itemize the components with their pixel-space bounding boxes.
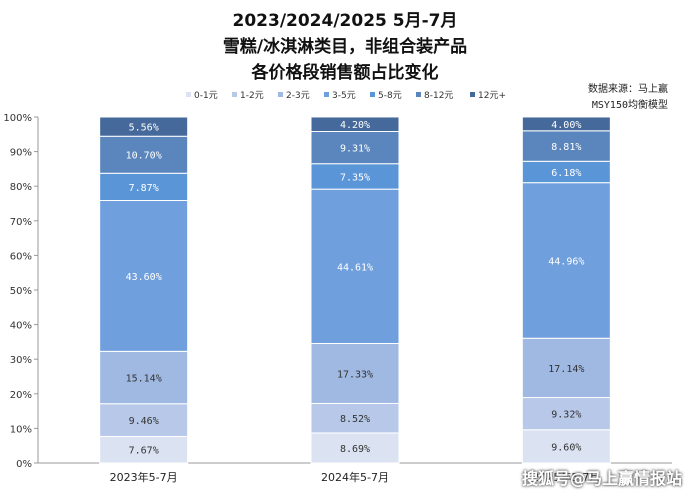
data-label: 9.31% xyxy=(340,144,370,155)
data-label: 8.52% xyxy=(340,414,370,425)
legend-label: 2-3元 xyxy=(286,91,310,101)
y-tick-label: 10% xyxy=(10,424,32,435)
data-label: 8.69% xyxy=(340,444,370,455)
bar-segment xyxy=(99,116,189,137)
bar-segment xyxy=(310,188,400,344)
chart-title-line-1: 2023/2024/2025 5月-7月 xyxy=(232,11,458,31)
y-tick-label: 70% xyxy=(10,217,32,228)
y-tick-label: 80% xyxy=(10,182,32,193)
bar-segment xyxy=(99,135,189,174)
data-label: 8.81% xyxy=(551,142,581,153)
bar-segment xyxy=(99,172,189,201)
legend-label: 8-12元 xyxy=(424,91,453,101)
data-label: 10.70% xyxy=(126,151,162,162)
watermark: 搜狐号@马上赢情报站 xyxy=(521,469,682,488)
bar-segment xyxy=(310,116,400,132)
y-tick-label: 90% xyxy=(10,148,32,159)
bar-segment xyxy=(521,116,611,132)
y-tick-label: 40% xyxy=(10,321,32,332)
bar-segment xyxy=(310,163,400,190)
data-label: 15.14% xyxy=(126,374,162,385)
bar-segment xyxy=(521,397,611,431)
legend-swatch xyxy=(232,92,237,97)
legend-label: 1-2元 xyxy=(240,91,264,101)
data-label: 9.32% xyxy=(551,410,581,421)
bar-segment xyxy=(310,432,400,464)
data-label: 4.20% xyxy=(340,120,370,131)
data-label: 17.14% xyxy=(548,364,584,375)
legend-label: 5-8元 xyxy=(378,91,402,101)
legend-swatch xyxy=(186,92,191,97)
x-tick-label: 2023年5-7月 xyxy=(110,470,178,484)
data-label: 44.96% xyxy=(548,256,584,267)
data-label: 7.87% xyxy=(129,183,159,194)
legend-swatch xyxy=(470,92,475,97)
data-model-label: MSY150均衡模型 xyxy=(591,100,668,111)
y-tick-label: 60% xyxy=(10,251,32,262)
x-tick-label: 2024年5-7月 xyxy=(321,470,389,484)
y-tick-label: 50% xyxy=(10,286,32,297)
bar-segment xyxy=(310,402,400,434)
legend-label: 3-5元 xyxy=(332,91,356,101)
bar-segment xyxy=(310,130,400,165)
chart-title-line-2: 雪糕/冰淇淋类目，非组合装产品 xyxy=(222,37,468,57)
data-label: 43.60% xyxy=(126,272,162,283)
bar-segment xyxy=(521,182,611,339)
data-label: 44.61% xyxy=(337,262,373,273)
y-tick-label: 0% xyxy=(16,459,32,470)
data-label: 7.67% xyxy=(129,446,159,457)
bar-segment xyxy=(99,435,189,464)
bar-segment xyxy=(99,350,189,405)
legend-swatch xyxy=(370,92,375,97)
bar-segment xyxy=(521,130,611,162)
legend-swatch xyxy=(278,92,283,97)
y-tick-label: 20% xyxy=(10,390,32,401)
y-tick-label: 30% xyxy=(10,355,32,366)
chart-title-line-3: 各价格段销售额占比变化 xyxy=(251,63,439,83)
data-label: 6.18% xyxy=(551,168,581,179)
data-label: 9.60% xyxy=(551,442,581,453)
data-label: 7.35% xyxy=(340,172,370,183)
legend-swatch xyxy=(324,92,329,97)
bar-segment xyxy=(99,199,189,352)
bar-segment xyxy=(99,403,189,437)
legend-swatch xyxy=(416,92,421,97)
data-label: 4.00% xyxy=(551,120,581,131)
bar-segment xyxy=(521,429,611,464)
data-label: 9.46% xyxy=(129,416,159,427)
data-source-label: 数据来源：马上赢 xyxy=(588,84,668,95)
bar-segment xyxy=(521,337,611,399)
y-tick-label: 100% xyxy=(3,113,32,124)
data-label: 17.33% xyxy=(337,369,373,380)
data-label: 5.56% xyxy=(129,123,159,134)
x-tick-label: 2025年5-7月 xyxy=(532,470,600,484)
legend-label: 0-1元 xyxy=(194,91,218,101)
legend-label: 12元+ xyxy=(478,91,506,101)
